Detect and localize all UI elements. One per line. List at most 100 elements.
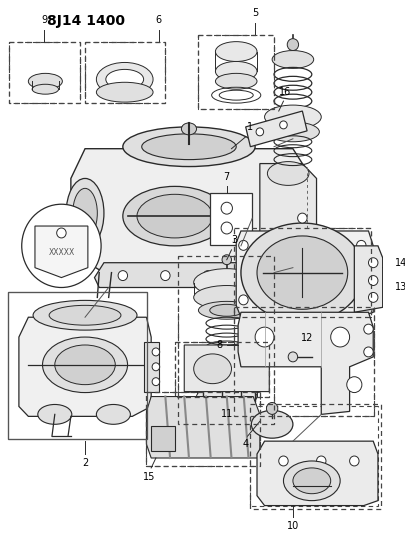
Ellipse shape — [196, 386, 257, 407]
Circle shape — [152, 348, 160, 356]
Polygon shape — [144, 342, 159, 392]
Polygon shape — [147, 397, 260, 458]
Ellipse shape — [33, 301, 137, 330]
Text: 9: 9 — [41, 15, 47, 25]
Polygon shape — [151, 426, 175, 451]
Ellipse shape — [181, 123, 196, 135]
Ellipse shape — [194, 269, 260, 296]
Text: 5: 5 — [252, 8, 258, 18]
Circle shape — [118, 271, 128, 280]
Circle shape — [350, 456, 359, 466]
Bar — [250, 405, 381, 508]
Text: XXXXX: XXXXX — [48, 248, 75, 257]
Circle shape — [256, 128, 264, 136]
Text: 14: 14 — [395, 258, 405, 268]
Bar — [178, 256, 274, 424]
Circle shape — [161, 271, 170, 280]
Bar — [198, 35, 274, 109]
Ellipse shape — [293, 468, 331, 494]
Polygon shape — [257, 441, 378, 506]
Polygon shape — [238, 312, 373, 414]
Bar — [234, 228, 371, 317]
Circle shape — [255, 327, 274, 347]
Bar — [147, 392, 260, 466]
Ellipse shape — [43, 337, 128, 393]
Ellipse shape — [196, 366, 257, 387]
Circle shape — [280, 121, 287, 129]
Ellipse shape — [264, 105, 321, 129]
Circle shape — [364, 347, 373, 357]
Text: 8J14 1400: 8J14 1400 — [47, 14, 125, 28]
Text: 2: 2 — [82, 458, 88, 468]
Bar — [9, 42, 80, 103]
Bar — [9, 42, 80, 103]
Ellipse shape — [49, 305, 121, 325]
Polygon shape — [94, 263, 279, 287]
Circle shape — [266, 402, 278, 414]
Ellipse shape — [96, 405, 130, 424]
Ellipse shape — [210, 304, 244, 316]
Bar — [198, 35, 274, 109]
Circle shape — [364, 324, 373, 334]
Ellipse shape — [284, 461, 340, 500]
Polygon shape — [260, 164, 317, 268]
Bar — [234, 308, 374, 416]
Ellipse shape — [215, 74, 257, 89]
Text: 1: 1 — [247, 122, 254, 132]
Text: 10: 10 — [287, 521, 299, 531]
Circle shape — [279, 456, 288, 466]
Ellipse shape — [137, 195, 213, 238]
Ellipse shape — [32, 84, 59, 94]
Circle shape — [287, 39, 298, 51]
Polygon shape — [71, 149, 312, 272]
Circle shape — [317, 456, 326, 466]
Circle shape — [57, 228, 66, 238]
Circle shape — [239, 295, 248, 305]
Text: 8: 8 — [216, 340, 222, 350]
Circle shape — [331, 327, 350, 347]
Ellipse shape — [55, 345, 115, 385]
Ellipse shape — [123, 187, 227, 246]
Circle shape — [369, 258, 378, 268]
Bar — [210, 193, 252, 245]
Ellipse shape — [142, 134, 236, 159]
Ellipse shape — [257, 236, 348, 309]
Circle shape — [288, 352, 298, 362]
Ellipse shape — [73, 188, 97, 238]
Circle shape — [203, 271, 213, 280]
Circle shape — [152, 363, 160, 371]
Ellipse shape — [96, 62, 153, 96]
Ellipse shape — [38, 405, 72, 424]
Ellipse shape — [66, 179, 104, 248]
Ellipse shape — [215, 61, 257, 82]
Bar — [178, 256, 274, 424]
Circle shape — [356, 295, 366, 305]
Ellipse shape — [198, 301, 255, 319]
Ellipse shape — [123, 127, 255, 166]
Circle shape — [222, 255, 232, 265]
Bar — [175, 342, 269, 397]
Ellipse shape — [96, 82, 153, 102]
Text: 3: 3 — [231, 235, 237, 245]
Bar — [147, 392, 260, 466]
Circle shape — [239, 240, 248, 251]
Text: 15: 15 — [143, 472, 156, 482]
Ellipse shape — [215, 42, 257, 61]
Circle shape — [213, 408, 221, 416]
Bar — [8, 293, 147, 439]
Ellipse shape — [272, 51, 314, 68]
Ellipse shape — [241, 223, 364, 322]
Polygon shape — [184, 345, 269, 392]
Bar — [85, 42, 165, 103]
Circle shape — [232, 408, 240, 416]
Polygon shape — [19, 317, 151, 416]
Circle shape — [221, 402, 232, 414]
Ellipse shape — [266, 122, 320, 142]
Circle shape — [246, 271, 255, 280]
Bar — [175, 342, 269, 397]
Circle shape — [356, 240, 366, 251]
Circle shape — [298, 322, 307, 332]
Ellipse shape — [106, 69, 144, 89]
Text: 6: 6 — [156, 15, 162, 25]
Polygon shape — [236, 231, 373, 317]
